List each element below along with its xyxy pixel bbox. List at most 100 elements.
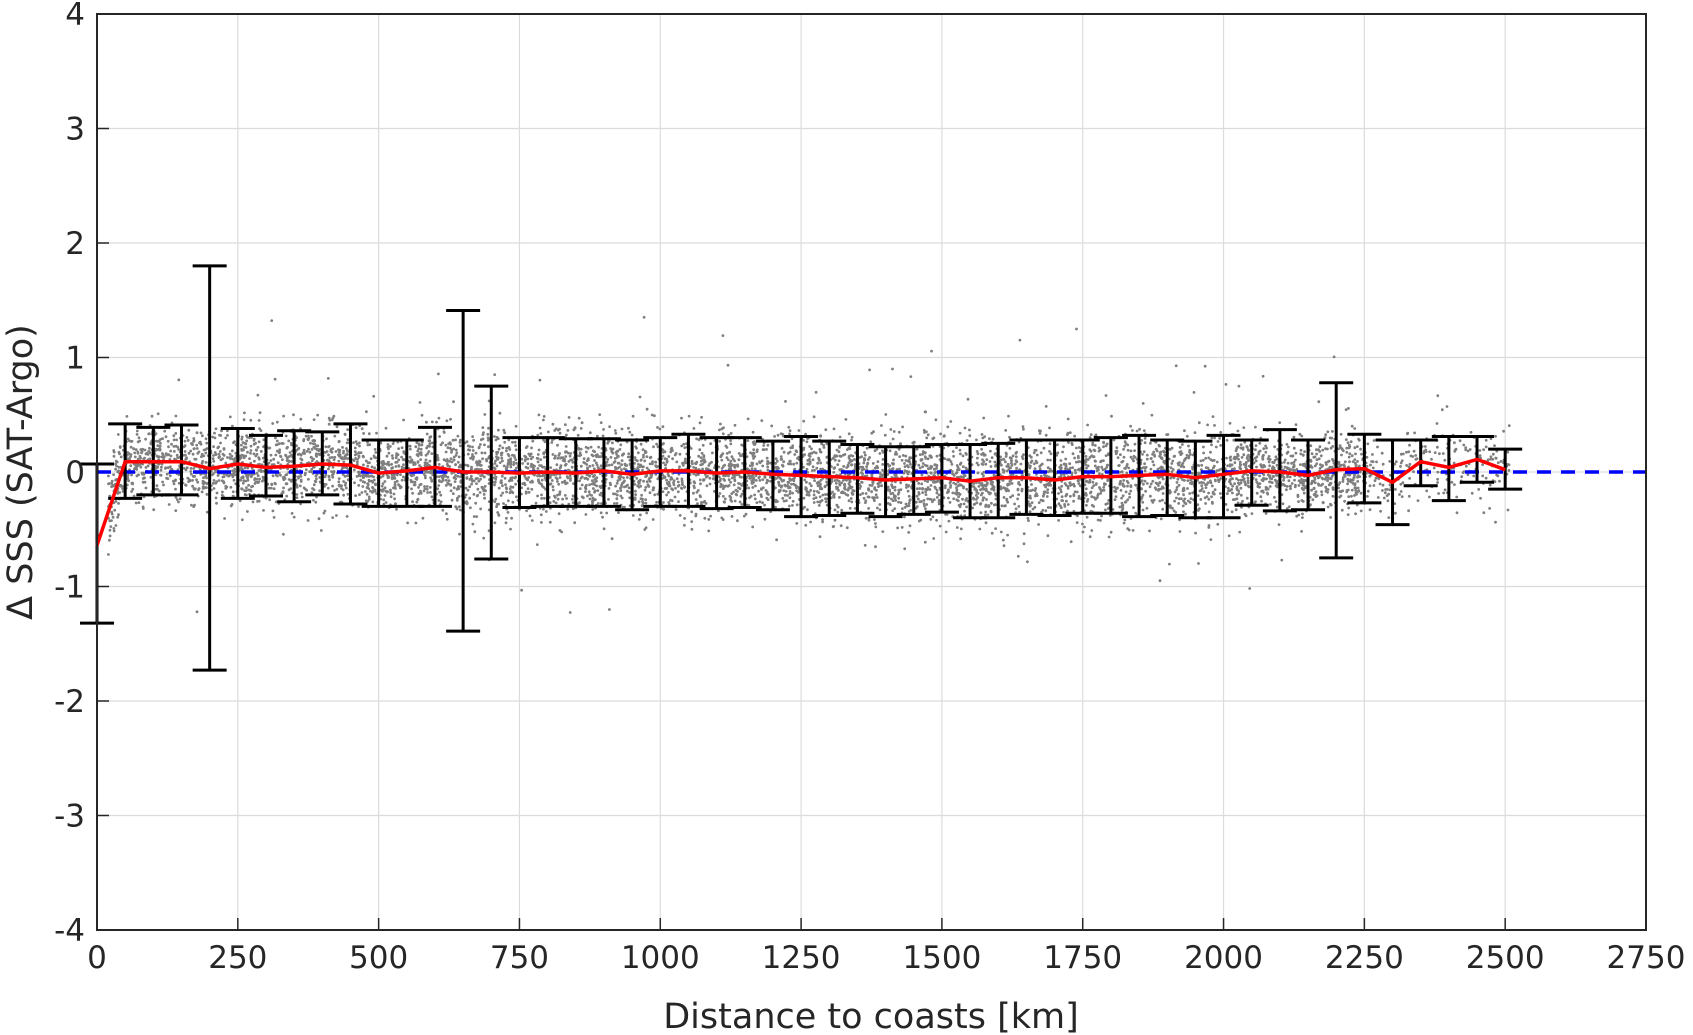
scatter-point bbox=[482, 536, 486, 540]
scatter-point bbox=[1350, 488, 1354, 492]
scatter-point bbox=[551, 422, 555, 426]
scatter-point bbox=[112, 450, 116, 454]
scatter-point bbox=[1208, 479, 1212, 483]
scatter-point bbox=[952, 481, 956, 485]
scatter-point bbox=[253, 482, 257, 485]
scatter-point bbox=[382, 498, 386, 502]
scatter-point bbox=[806, 508, 809, 512]
scatter-point bbox=[165, 472, 169, 476]
scatter-point bbox=[1095, 466, 1099, 470]
scatter-point bbox=[194, 487, 197, 491]
scatter-point bbox=[458, 508, 462, 512]
scatter-point bbox=[1262, 447, 1266, 451]
scatter-point bbox=[984, 510, 988, 514]
scatter-point bbox=[768, 475, 772, 479]
scatter-point bbox=[891, 509, 895, 512]
scatter-point bbox=[980, 447, 983, 451]
scatter-point bbox=[310, 434, 313, 438]
scatter-point bbox=[1353, 483, 1357, 487]
scatter-point bbox=[456, 460, 460, 464]
scatter-point bbox=[980, 483, 983, 487]
scatter-point bbox=[387, 451, 391, 455]
scatter-point bbox=[353, 481, 356, 485]
scatter-point bbox=[669, 450, 673, 454]
scatter-point bbox=[402, 458, 406, 461]
scatter-point bbox=[204, 473, 208, 477]
scatter-point bbox=[644, 498, 647, 502]
scatter-point bbox=[850, 438, 853, 442]
scatter-point bbox=[833, 458, 837, 462]
scatter-point bbox=[1127, 466, 1131, 470]
scatter-point bbox=[1380, 451, 1384, 455]
scatter-point bbox=[538, 474, 542, 478]
scatter-point bbox=[506, 462, 510, 466]
scatter-point bbox=[536, 494, 539, 498]
scatter-point bbox=[1169, 466, 1173, 470]
scatter-point bbox=[1149, 482, 1153, 486]
scatter-point bbox=[416, 449, 420, 453]
scatter-point bbox=[1375, 460, 1378, 464]
scatter-point bbox=[701, 467, 704, 471]
scatter-point bbox=[214, 427, 218, 431]
scatter-point bbox=[514, 444, 517, 448]
scatter-point bbox=[261, 479, 264, 483]
scatter-point bbox=[1317, 448, 1320, 451]
scatter-point bbox=[678, 514, 682, 517]
scatter-point bbox=[946, 425, 950, 429]
scatter-point bbox=[1339, 432, 1343, 436]
scatter-point bbox=[710, 460, 713, 464]
scatter-point bbox=[546, 430, 550, 434]
scatter-point bbox=[1033, 489, 1037, 492]
scatter-point bbox=[1057, 519, 1060, 522]
scatter-point bbox=[134, 448, 138, 452]
scatter-point bbox=[595, 484, 599, 488]
scatter-point bbox=[1226, 464, 1229, 468]
scatter-point bbox=[758, 460, 761, 464]
scatter-point bbox=[1264, 488, 1268, 491]
scatter-point bbox=[1498, 479, 1501, 483]
scatter-point bbox=[1040, 462, 1044, 466]
scatter-point bbox=[690, 520, 694, 523]
scatter-point bbox=[878, 508, 882, 512]
scatter-point bbox=[860, 471, 863, 474]
scatter-point bbox=[1407, 509, 1410, 513]
scatter-point bbox=[1007, 414, 1010, 418]
scatter-point bbox=[1407, 450, 1411, 454]
scatter-point bbox=[383, 486, 387, 490]
scatter-point bbox=[281, 442, 285, 445]
scatter-point bbox=[213, 436, 217, 440]
scatter-point bbox=[1236, 501, 1240, 505]
scatter-point bbox=[471, 445, 474, 449]
scatter-point bbox=[1039, 429, 1042, 433]
scatter-point bbox=[645, 407, 649, 411]
scatter-point bbox=[955, 446, 958, 449]
scatter-point bbox=[129, 455, 132, 459]
scatter-point bbox=[1022, 427, 1025, 431]
scatter-point bbox=[454, 438, 457, 442]
scatter-point bbox=[1408, 477, 1411, 480]
scatter-point bbox=[457, 495, 461, 498]
scatter-point bbox=[240, 435, 244, 439]
scatter-point bbox=[1350, 494, 1353, 498]
scatter-point bbox=[948, 481, 952, 485]
scatter-point bbox=[472, 515, 476, 518]
scatter-point bbox=[497, 447, 501, 451]
scatter-point bbox=[721, 518, 725, 521]
scatter-point bbox=[556, 497, 560, 501]
scatter-point bbox=[1101, 468, 1105, 471]
scatter-point bbox=[888, 449, 892, 453]
scatter-point bbox=[337, 480, 341, 484]
scatter-point bbox=[366, 482, 370, 485]
scatter-point bbox=[909, 463, 912, 466]
scatter-point bbox=[411, 500, 414, 504]
scatter-point bbox=[584, 513, 588, 516]
scatter-point bbox=[795, 522, 799, 525]
scatter-point bbox=[1332, 355, 1336, 359]
scatter-point bbox=[1317, 457, 1321, 461]
scatter-point bbox=[501, 484, 504, 488]
scatter-point bbox=[1326, 473, 1330, 477]
scatter-point bbox=[381, 482, 385, 485]
scatter-point bbox=[867, 518, 871, 522]
scatter-point bbox=[228, 452, 232, 456]
scatter-point bbox=[1200, 463, 1204, 467]
